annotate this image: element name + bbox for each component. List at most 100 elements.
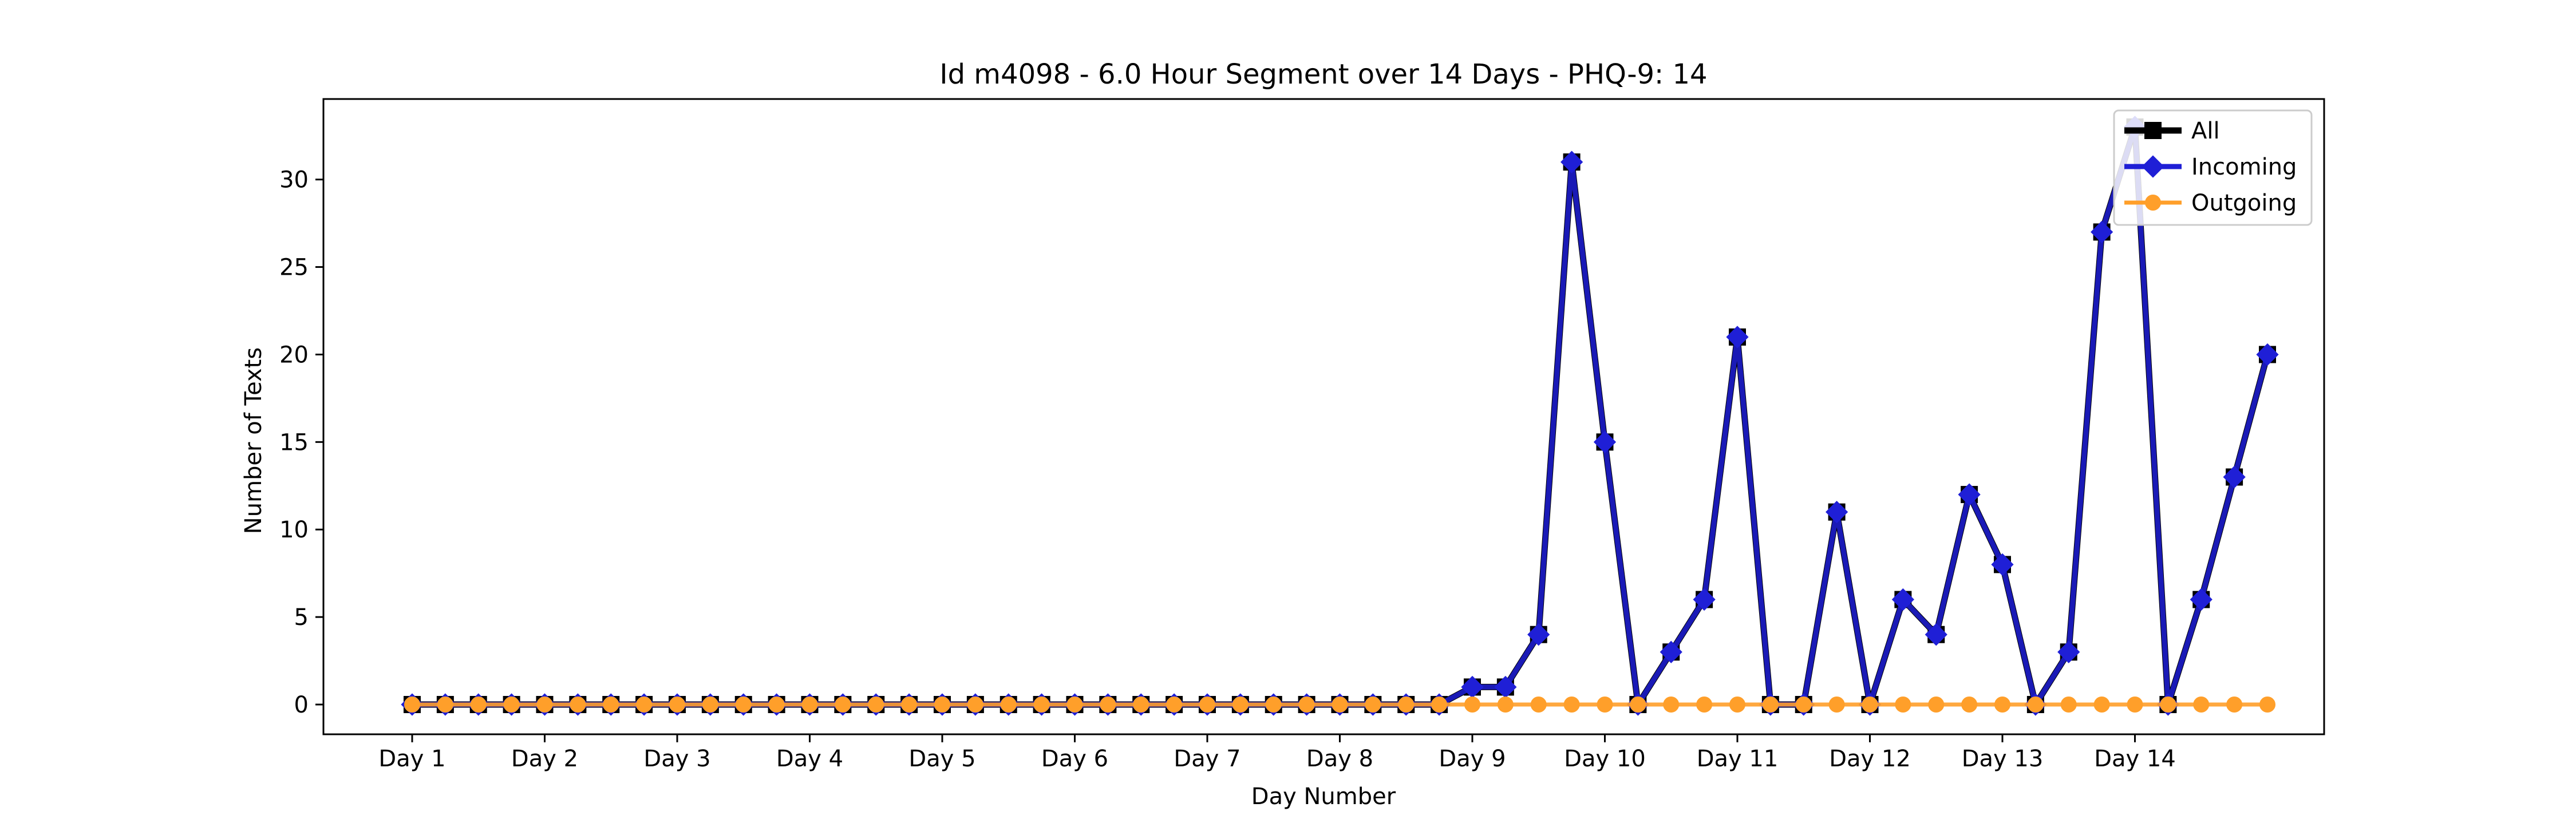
data-point-outgoing: [1862, 697, 1878, 713]
data-point-outgoing: [1994, 697, 2010, 713]
data-point-incoming: [1593, 430, 1617, 453]
x-tick-label: Day 10: [1564, 746, 1646, 772]
x-tick-label: Day 3: [643, 746, 710, 772]
data-point-outgoing: [1265, 697, 1282, 713]
data-point-outgoing: [1696, 697, 1713, 713]
y-tick-label: 20: [279, 342, 309, 368]
y-tick-label: 10: [279, 517, 309, 543]
y-axis-label: Number of Texts: [240, 347, 267, 534]
data-point-outgoing: [503, 697, 520, 713]
data-point-incoming: [2223, 465, 2246, 489]
data-point-outgoing: [2027, 697, 2044, 713]
data-point-outgoing: [1033, 697, 1050, 713]
data-point-outgoing: [1828, 697, 1845, 713]
data-point-outgoing: [2193, 697, 2210, 713]
data-point-outgoing: [1398, 697, 1415, 713]
y-tick-label: 15: [279, 429, 309, 456]
x-tick-label: Day 5: [908, 746, 975, 772]
legend-marker-incoming: [2142, 155, 2164, 178]
y-tick-label: 0: [294, 692, 309, 718]
data-point-incoming: [1693, 588, 1716, 611]
data-point-outgoing: [1298, 697, 1315, 713]
x-tick-label: Day 12: [1829, 746, 1911, 772]
data-point-outgoing: [967, 697, 983, 713]
data-point-incoming: [1660, 640, 1682, 663]
data-point-outgoing: [1597, 697, 1613, 713]
data-point-incoming: [2057, 640, 2080, 663]
data-point-incoming: [1958, 483, 1981, 506]
data-point-outgoing: [1166, 697, 1183, 713]
data-point-outgoing: [1563, 697, 1580, 713]
legend-marker-outgoing: [2145, 195, 2161, 211]
data-point-outgoing: [835, 697, 851, 713]
data-point-outgoing: [1464, 697, 1480, 713]
x-tick-label: Day 6: [1041, 746, 1108, 772]
data-point-outgoing: [2259, 697, 2275, 713]
data-point-outgoing: [2060, 697, 2077, 713]
data-point-outgoing: [470, 697, 487, 713]
data-point-outgoing: [1497, 697, 1514, 713]
x-tick-label: Day 4: [776, 746, 843, 772]
data-point-outgoing: [735, 697, 752, 713]
data-point-outgoing: [1961, 697, 1978, 713]
x-axis-label: Day Number: [1251, 784, 1396, 810]
data-point-outgoing: [1332, 697, 1348, 713]
series-outgoing: [404, 697, 2275, 713]
plot-area: 0 5 10 15 20 25 30 Day 1 Day 2 Day 3 Day 4 Day 5 Day…: [279, 98, 2325, 772]
data-point-outgoing: [669, 697, 685, 713]
data-point-outgoing: [1000, 697, 1017, 713]
legend-label-all: All: [2191, 118, 2220, 144]
axes-frame: [322, 98, 2325, 735]
data-point-incoming: [2256, 343, 2279, 366]
y-tick-label: 5: [294, 604, 309, 631]
x-tick-label: Day 11: [1697, 746, 1779, 772]
chart-title: Id m4098 - 6.0 Hour Segment over 14 Days…: [939, 58, 1707, 90]
data-point-incoming: [1527, 623, 1550, 646]
x-tick-label: Day 2: [511, 746, 578, 772]
x-tick-label: Day 9: [1439, 746, 1506, 772]
data-point-outgoing: [1232, 697, 1249, 713]
data-point-incoming: [1560, 151, 1583, 173]
data-point-incoming: [2190, 588, 2212, 611]
data-point-outgoing: [570, 697, 586, 713]
data-point-outgoing: [1199, 697, 1215, 713]
data-point-outgoing: [536, 697, 553, 713]
data-point-outgoing: [603, 697, 619, 713]
data-point-outgoing: [801, 697, 818, 713]
data-point-outgoing: [2093, 697, 2110, 713]
data-point-outgoing: [1630, 697, 1646, 713]
legend-box: [2113, 109, 2313, 226]
data-point-outgoing: [636, 697, 653, 713]
data-point-outgoing: [1729, 697, 1745, 713]
data-point-outgoing: [768, 697, 785, 713]
data-point-outgoing: [404, 697, 420, 713]
data-point-outgoing: [702, 697, 718, 713]
data-point-outgoing: [1100, 697, 1116, 713]
legend-label-outgoing: Outgoing: [2191, 190, 2297, 216]
legend: All Incoming Outgoing: [2113, 109, 2313, 226]
data-point-outgoing: [2160, 697, 2176, 713]
data-point-outgoing: [934, 697, 950, 713]
data-point-incoming: [1726, 326, 1749, 349]
data-point-incoming: [1891, 588, 1914, 611]
data-point-incoming: [2091, 220, 2113, 244]
x-tick-label: Day 14: [2094, 746, 2176, 772]
x-tick-label: Day 7: [1174, 746, 1240, 772]
data-point-incoming: [1826, 501, 1848, 524]
data-point-outgoing: [2127, 697, 2143, 713]
data-point-outgoing: [1928, 697, 1945, 713]
x-tick-label: Day 8: [1306, 746, 1373, 772]
legend-label-incoming: Incoming: [2191, 154, 2297, 180]
data-point-outgoing: [1895, 697, 1911, 713]
data-point-outgoing: [1066, 697, 1083, 713]
data-point-incoming: [1925, 623, 1947, 646]
legend-marker-all: [2144, 122, 2162, 139]
x-tick-label: Day 1: [378, 746, 445, 772]
data-point-incoming: [1991, 553, 2014, 576]
y-tick-label: 30: [279, 167, 309, 193]
data-point-outgoing: [1663, 697, 1680, 713]
data-point-outgoing: [901, 697, 918, 713]
data-point-outgoing: [437, 697, 453, 713]
data-point-outgoing: [1133, 697, 1149, 713]
